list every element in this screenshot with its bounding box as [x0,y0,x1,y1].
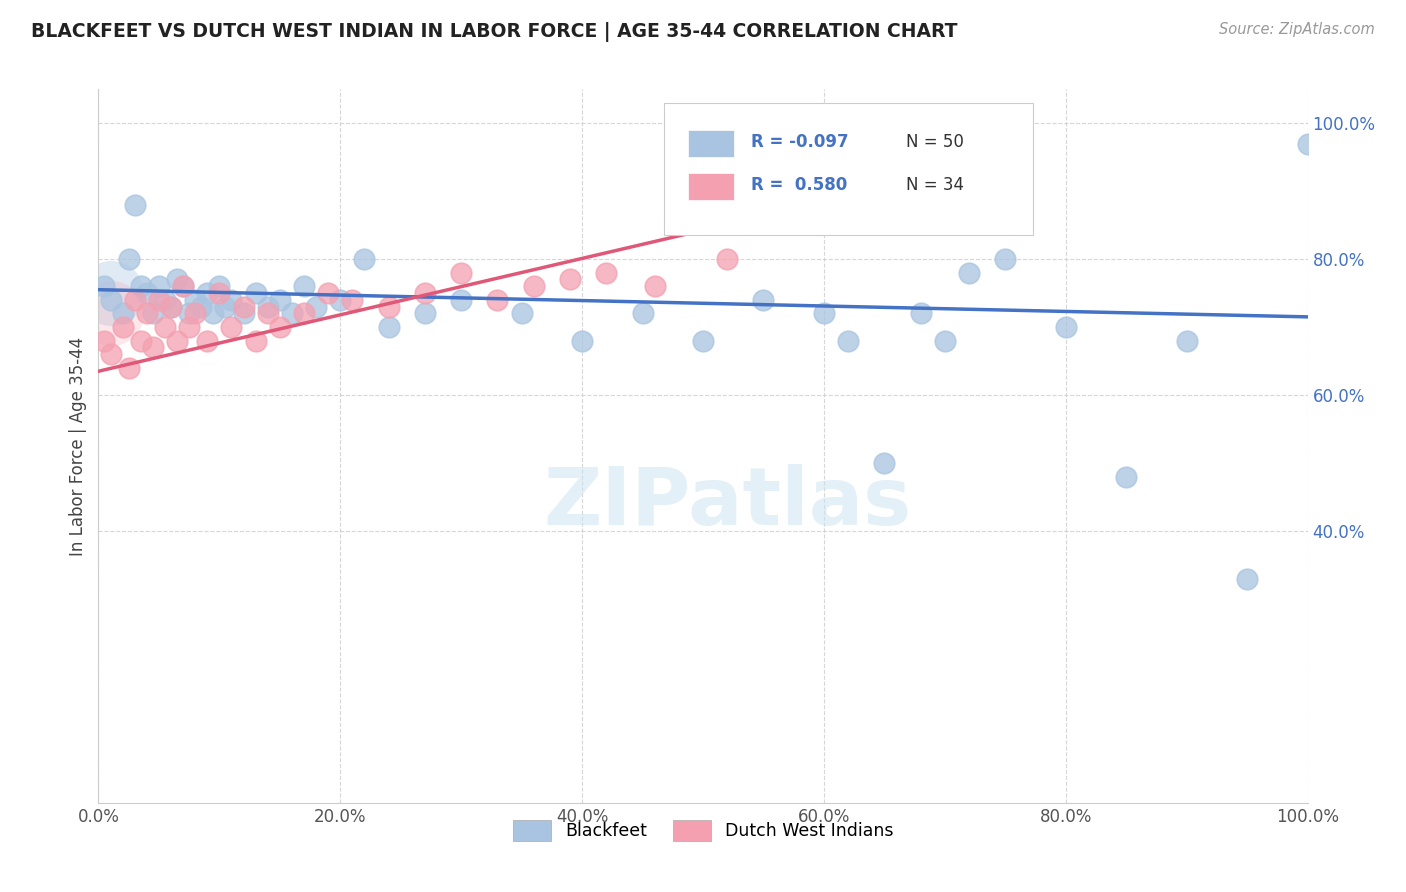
Text: N = 50: N = 50 [905,133,965,151]
Point [124,293,146,307]
Point [523,279,546,293]
Point [377,300,399,314]
Point [93,279,115,293]
Point [245,286,267,301]
Point [184,293,207,307]
Legend: Blackfeet, Dutch West Indians: Blackfeet, Dutch West Indians [506,813,900,847]
Point [118,252,141,266]
Point [644,279,666,293]
Point [716,252,738,266]
Point [202,306,225,320]
Point [195,286,218,301]
Point [269,293,291,307]
Point [595,266,617,280]
Point [214,300,236,314]
Point [100,286,122,301]
Point [281,306,304,320]
Point [413,286,436,301]
Point [873,456,896,470]
Point [153,320,176,334]
Point [558,272,581,286]
Point [256,300,278,314]
Point [160,300,183,314]
Point [994,252,1017,266]
Point [813,306,835,320]
Point [232,300,254,314]
Point [124,198,146,212]
Point [692,334,714,348]
Bar [689,173,734,200]
Point [160,300,183,314]
Point [837,334,859,348]
Point [195,334,218,348]
Point [153,293,176,307]
Point [1175,334,1198,348]
Point [571,334,593,348]
Point [100,306,122,320]
Text: R = -0.097: R = -0.097 [751,133,849,151]
Text: N = 34: N = 34 [905,176,965,194]
Point [100,293,122,307]
Text: Source: ZipAtlas.com: Source: ZipAtlas.com [1219,22,1375,37]
Bar [689,130,734,157]
Point [450,266,472,280]
Point [111,320,134,334]
Point [118,360,141,375]
Point [316,286,339,301]
Point [208,279,231,293]
Point [129,279,152,293]
Point [269,320,291,334]
Point [1236,572,1258,586]
Y-axis label: In Labor Force | Age 35-44: In Labor Force | Age 35-44 [69,336,87,556]
Point [631,306,654,320]
Point [111,306,134,320]
Point [245,334,267,348]
Point [910,306,932,320]
Point [232,306,254,320]
Point [172,279,194,293]
Text: R =  0.580: R = 0.580 [751,176,848,194]
Point [221,320,243,334]
Point [135,306,157,320]
Point [221,293,243,307]
Point [1115,469,1137,483]
Point [377,320,399,334]
Point [148,293,170,307]
Point [510,306,533,320]
Point [179,320,201,334]
Point [184,306,207,320]
Point [292,306,315,320]
Point [148,279,170,293]
Point [166,272,188,286]
Point [190,300,212,314]
Point [179,306,201,320]
Point [1296,136,1319,151]
Point [93,334,115,348]
FancyBboxPatch shape [664,103,1033,235]
Point [135,286,157,301]
Point [292,279,315,293]
Point [166,334,188,348]
Point [342,293,364,307]
Point [305,300,328,314]
Point [208,286,231,301]
Point [256,306,278,320]
Point [450,293,472,307]
Point [934,334,956,348]
Point [142,306,165,320]
Point [100,347,122,361]
Point [172,279,194,293]
Text: ZIPatlas: ZIPatlas [543,464,911,542]
Text: BLACKFEET VS DUTCH WEST INDIAN IN LABOR FORCE | AGE 35-44 CORRELATION CHART: BLACKFEET VS DUTCH WEST INDIAN IN LABOR … [31,22,957,42]
Point [957,266,980,280]
Point [329,293,352,307]
Point [1054,320,1077,334]
Point [353,252,375,266]
Point [142,341,165,355]
Point [752,293,775,307]
Point [413,306,436,320]
Point [486,293,509,307]
Point [129,334,152,348]
